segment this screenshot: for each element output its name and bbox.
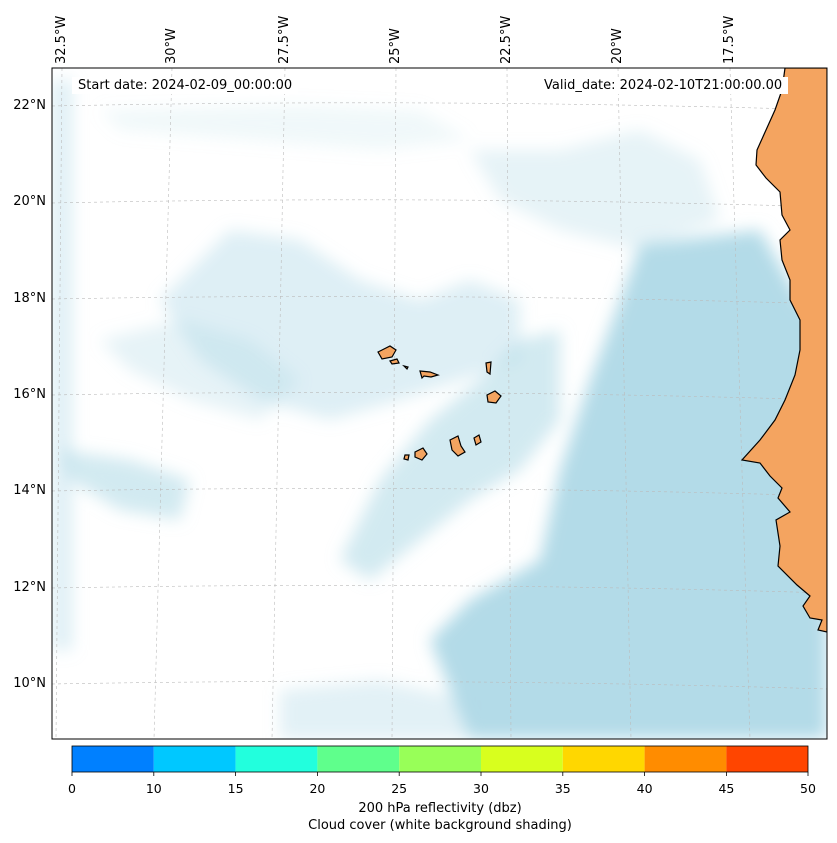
lat-label-18n: 18°N (13, 291, 46, 306)
island-fogo (414, 447, 428, 461)
colorbar-label: 200 hPa reflectivity (dbz) (358, 801, 522, 816)
lat-label-14n: 14°N (13, 483, 46, 498)
lat-label-22n: 22°N (13, 98, 46, 113)
colorbar-tick: 15 (227, 781, 244, 796)
lat-label-20n: 20°N (13, 194, 46, 209)
colorbar-outline (71, 745, 809, 773)
lon-label-17-5w: 17.5°W (722, 15, 737, 64)
island-santiago (449, 435, 466, 457)
map-frame (51, 67, 828, 740)
colorbar (71, 745, 809, 776)
lon-label-25w: 25°W (388, 28, 403, 64)
colorbar-segment (72, 746, 154, 772)
island-maio (473, 434, 482, 446)
colorbar-sublabel: Cloud cover (white background shading) (308, 818, 572, 833)
cloud-band-central (340, 330, 560, 580)
colorbar-tick: 30 (473, 781, 489, 796)
island-sao-vicente (389, 358, 400, 365)
colorbar-tick: 25 (391, 781, 408, 796)
colorbar-tick: 45 (718, 781, 735, 796)
cloud-band-mid-west (100, 320, 300, 420)
island-boa-vista (486, 390, 502, 404)
cloud-band-west (60, 450, 190, 520)
colorbar-segment (644, 746, 727, 772)
colorbar-tick: 10 (145, 781, 162, 796)
cloud-mass-east (430, 230, 827, 739)
colorbar-segment (153, 746, 236, 772)
valid-date-label: Valid_date: 2024-02-10T21:00:00.00 (538, 77, 789, 94)
cloud-cover-shading (52, 80, 827, 739)
cape-verde-islands (377, 345, 502, 461)
cloud-band-top (100, 105, 470, 150)
island-sao-nicolau (419, 370, 440, 380)
colorbar-tick: 50 (800, 781, 816, 796)
island-santo-antao (377, 345, 397, 360)
colorbar-tick: 35 (554, 781, 571, 796)
lat-label-12n: 12°N (13, 580, 46, 595)
lon-label-22-5w: 22.5°W (499, 15, 514, 64)
island-brava (403, 454, 410, 461)
lat-label-10n: 10°N (13, 676, 46, 691)
lon-label-20w: 20°W (610, 28, 625, 64)
lon-label-30w: 30°W (164, 28, 179, 64)
colorbar-tick: 40 (636, 781, 653, 796)
lat-label-16n: 16°N (13, 387, 46, 402)
colorbar-segment (562, 746, 645, 772)
colorbar-segment (317, 746, 400, 772)
island-santa-luzia (402, 364, 409, 371)
graticule (52, 68, 827, 739)
cloud-band-south (280, 680, 470, 739)
africa-landmass (740, 68, 827, 633)
island-sal (485, 361, 492, 376)
colorbar-segment (235, 746, 318, 772)
colorbar-tick: 0 (68, 781, 76, 796)
start-date-label: Start date: 2024-02-09_00:00:00 (72, 77, 299, 94)
colorbar-tick: 20 (309, 781, 326, 796)
cloud-band-northeast (470, 130, 720, 250)
colorbar-segment (726, 746, 808, 772)
colorbar-segment (399, 746, 481, 772)
lon-label-27-5w: 27.5°W (277, 15, 292, 64)
colorbar-segment (481, 746, 563, 772)
cloud-strip-west-edge (52, 80, 72, 650)
lon-label-32-5w: 32.5°W (54, 15, 69, 64)
